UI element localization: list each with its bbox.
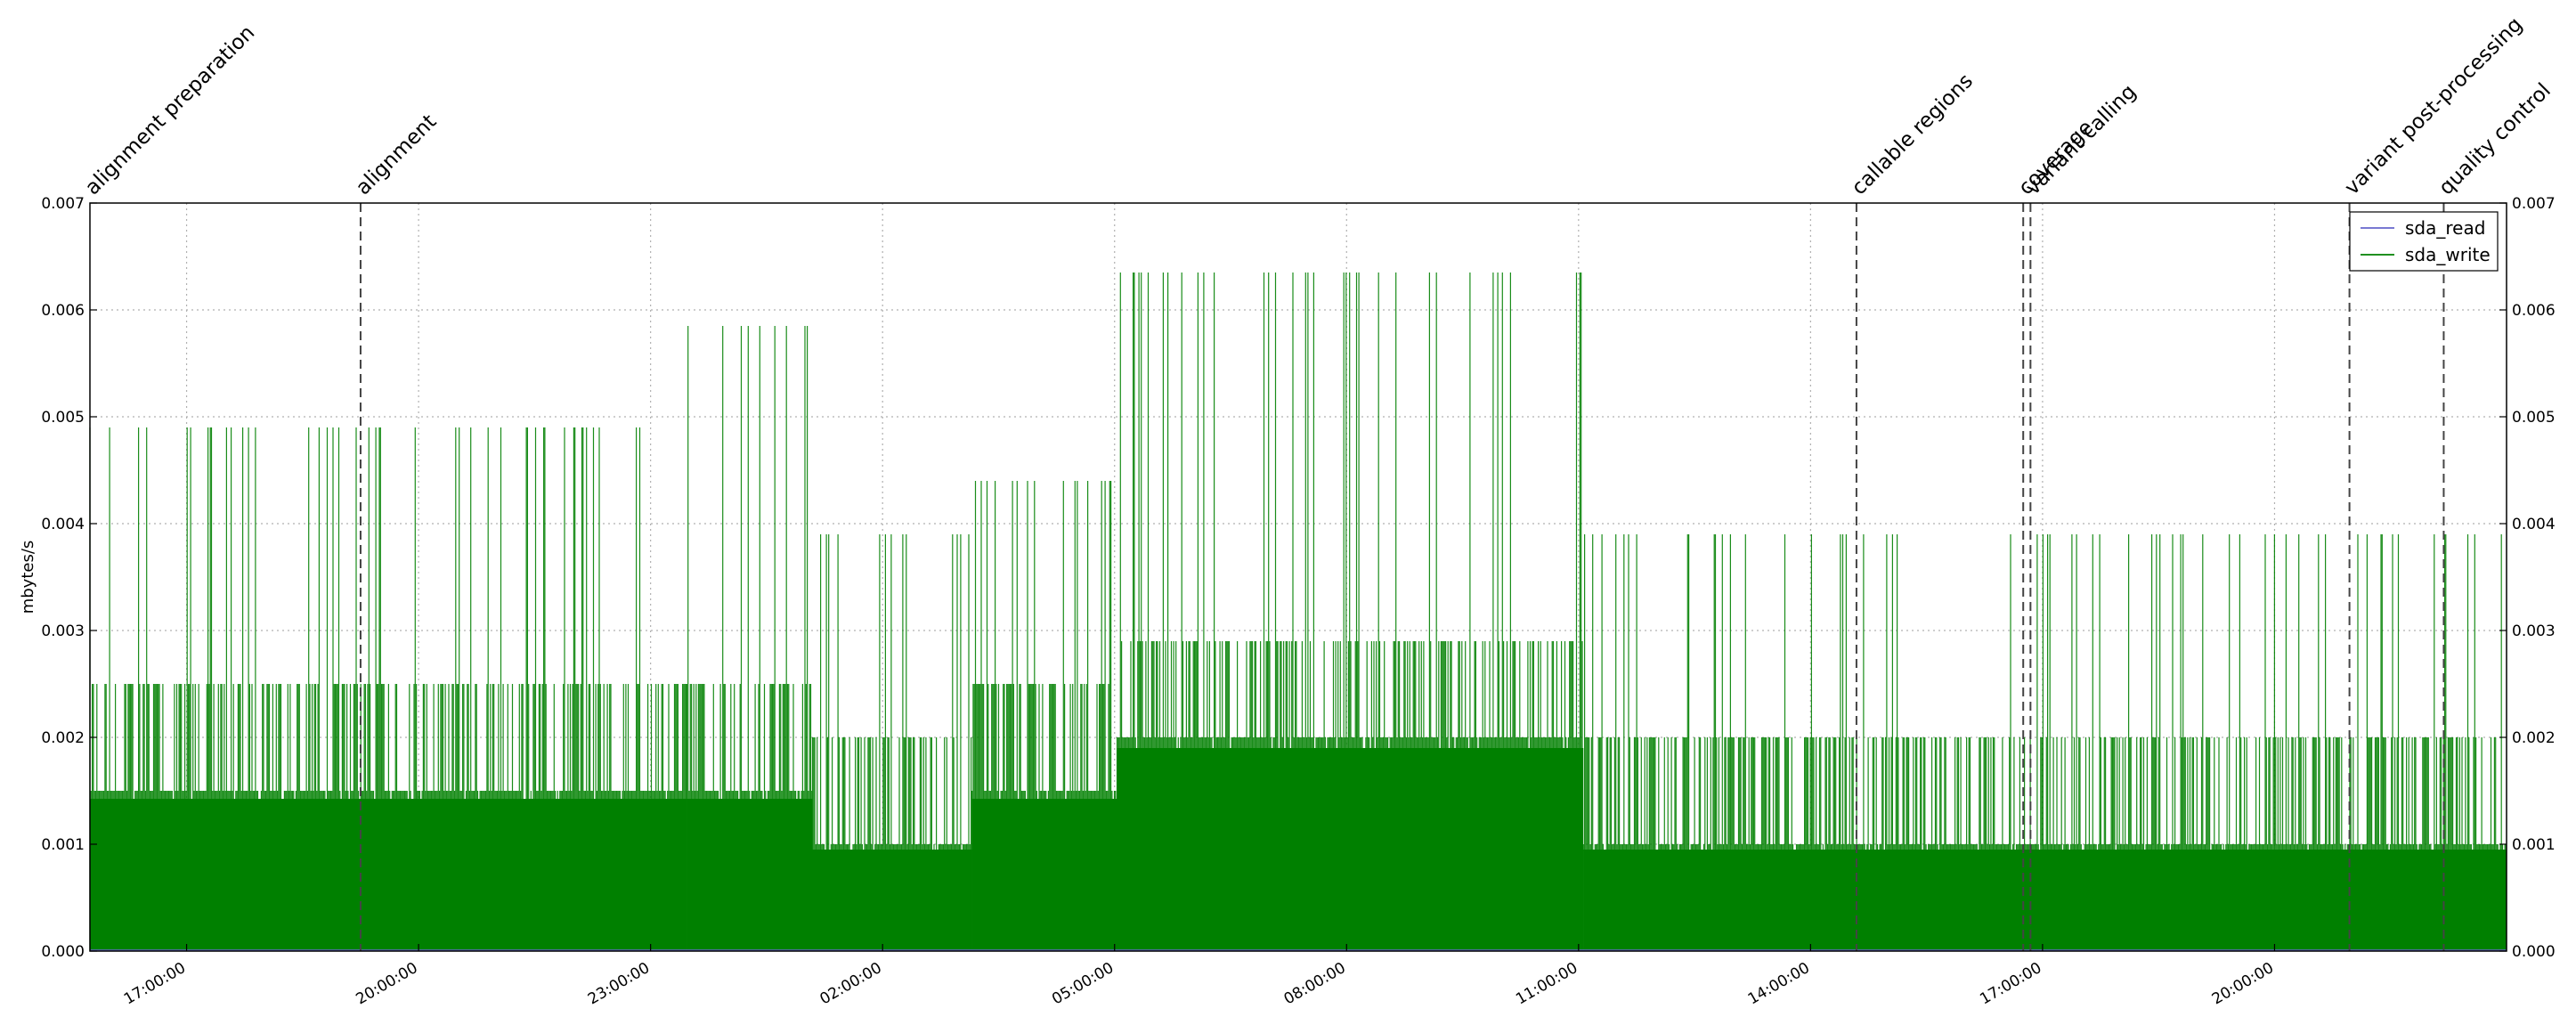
series-sda-write-base-band xyxy=(687,799,813,951)
y-tick-label-left: 0.001 xyxy=(41,836,85,854)
series-sda-write-base-band xyxy=(1583,850,2507,951)
legend-label-sda-read: sda_read xyxy=(2405,217,2485,239)
y-tick-label-right: 0.002 xyxy=(2512,729,2556,747)
phase-markers xyxy=(359,203,2445,951)
y-tick-label-left: 0.003 xyxy=(41,622,85,640)
legend-label-sda-write: sda_write xyxy=(2405,244,2491,265)
y-tick-label-right: 0.000 xyxy=(2512,943,2556,961)
y-tick-label-left: 0.007 xyxy=(41,195,85,213)
plot-frame xyxy=(89,202,2507,952)
series-sda-write-base-band xyxy=(812,850,972,951)
y-axis-label: mbytes/s xyxy=(19,541,37,614)
series-sda-write-base-band xyxy=(90,799,687,951)
data-layer xyxy=(89,273,2507,951)
y-tick-label-left: 0.004 xyxy=(41,516,85,533)
y-tick-label-left: 0.000 xyxy=(41,943,85,961)
y-tick-label-right: 0.005 xyxy=(2512,409,2556,427)
y-tick-label-left: 0.005 xyxy=(41,409,85,427)
legend: sda_read sda_write xyxy=(2349,211,2499,272)
y-tick-label-left: 0.006 xyxy=(41,302,85,320)
y-tick-label-right: 0.007 xyxy=(2512,195,2556,213)
y-tick-label-right: 0.004 xyxy=(2512,516,2556,533)
y-tick-label-right: 0.003 xyxy=(2512,622,2556,640)
series-sda-write-base-band xyxy=(1117,748,1584,951)
legend-box xyxy=(2349,211,2499,272)
y-tick-label-right: 0.006 xyxy=(2512,302,2556,320)
series-sda-write-base-band xyxy=(971,799,1117,951)
y-tick-label-left: 0.002 xyxy=(41,729,85,747)
y-tick-label-right: 0.001 xyxy=(2512,836,2556,854)
